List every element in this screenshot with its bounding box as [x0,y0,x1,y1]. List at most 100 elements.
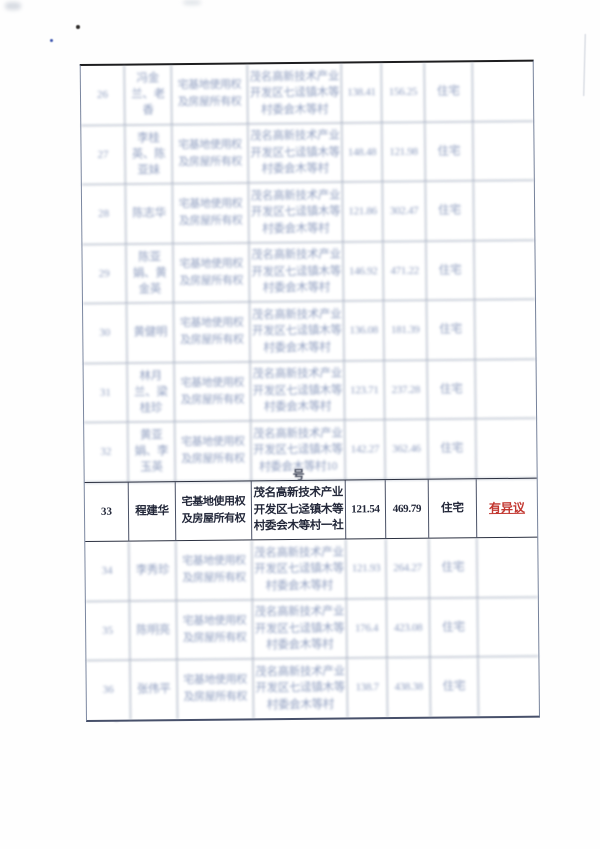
cell-row-number: 36 [86,660,131,720]
cell-location: 茂名高新技术产业开发区七迳镇木等村委会木等村 [252,539,347,599]
cell-holder-name: 黄健明 [126,303,175,363]
cell-land-area: 146.92 [343,241,384,301]
cell-building-area: 302.47 [382,181,427,241]
cell-building-area: 469.79 [385,479,430,539]
cell-holder-name: 冯金兰、老香 [124,65,173,125]
cell-rights-type: 宅基地使用权及房屋所有权 [177,659,254,719]
table-row: 34 李秀珍 宅基地使用权及房屋所有权 茂名高新技术产业开发区七迳镇木等村委会木… [85,537,538,602]
paper-edge-line [583,33,586,97]
cell-row-number: 35 [85,601,131,660]
cell-objection: 有异议 [477,478,538,537]
objection-label: 有异议 [488,500,526,515]
cell-holder-name: 陈明亮 [129,600,178,660]
cell-row-number: 30 [82,303,128,363]
cell-location: 茂名高新技术产业开发区七迳镇木等村委会木等村 [250,361,346,421]
cell-objection [475,300,536,359]
ink-speck-blue [50,39,53,42]
cell-holder-name: 李秀珍 [129,541,177,601]
cell-rights-type: 宅基地使用权及房屋所有权 [176,540,253,600]
cell-objection [473,121,534,180]
cell-building-area: 264.27 [386,538,430,598]
cell-building-area: 181.39 [383,300,428,360]
cell-building-area: 423.08 [386,598,431,658]
cell-usage: 住宅 [425,121,474,181]
cell-usage: 住宅 [429,538,478,598]
cell-objection [478,657,539,716]
cell-usage: 住宅 [428,419,477,479]
table-row: 26 冯金兰、老香 宅基地使用权及房屋所有权 茂名高新技术产业开发区七迳镇木等村… [80,61,534,126]
cell-holder-name: 程建华 [128,481,177,541]
cell-location: 茂名高新技术产业开发区七迳镇木等村委会木等村 [247,63,343,123]
cell-usage: 住宅 [430,657,479,717]
cell-rights-type: 宅基地使用权及房屋所有权 [176,599,254,660]
cell-row-number: 27 [81,125,126,185]
ink-speck-dark [76,25,80,29]
paper-smudge-top [183,0,201,5]
cell-holder-name: 陈亚娟、黄金英 [126,243,174,303]
cell-building-area: 362.46 [385,419,429,479]
cell-usage: 住宅 [429,597,479,657]
cell-rights-type: 宅基地使用权及房屋所有权 [172,123,249,184]
cell-land-area: 142.27 [345,420,386,479]
cell-location: 茂名高新技术产业开发区七迳镇木等村委会木等村 [252,598,348,659]
cell-holder-name: 黄亚娟、李玉英 [128,422,176,482]
cell-usage: 住宅 [425,181,475,241]
table-row: 27 李桂英、陈亚妹 宅基地使用权及房屋所有权 茂名高新技术产业开发区七迳镇木等… [81,121,534,186]
cell-usage: 住宅 [427,359,477,419]
cell-building-area: 438.38 [387,657,431,717]
cell-rights-type: 宅基地使用权及房屋所有权 [174,361,252,422]
cell-row-number: 32 [84,422,129,482]
cell-rights-type: 宅基地使用权及房屋所有权 [175,480,253,541]
cell-building-area: 156.25 [381,62,426,122]
cell-location: 茂名高新技术产业开发区七迳镇木等村委会木等村 [249,301,345,361]
cell-rights-type: 宅基地使用权及房屋所有权 [173,242,250,303]
cell-land-area: 121.86 [342,182,384,242]
table-row: 33 程建华 宅基地使用权及房屋所有权 茂名高新技术产业开发区七迳镇木等村委会木… [84,477,538,542]
cell-location: 茂名高新技术产业开发区七迳镇木等村委会木等村 [249,242,344,302]
cell-row-number: 33 [84,482,130,541]
cell-holder-name: 张伟平 [130,660,178,720]
cell-usage: 住宅 [426,300,476,360]
table-row: 31 林月兰、梁桂珍 宅基地使用权及房屋所有权 茂名高新技术产业开发区七迳镇木等… [83,359,537,424]
paper-smudge-corner [5,2,21,10]
cell-usage: 住宅 [426,240,475,300]
cell-objection [474,181,535,240]
cell-holder-name: 林月兰、梁桂珍 [127,362,176,422]
cell-location: 茂名高新技术产业开发区七迳镇木等村委会木等村 [253,658,348,718]
cell-land-area: 138.7 [347,658,388,717]
cell-objection [476,419,537,478]
cell-location: 茂名高新技术产业开发区七迳镇木等村委会木等村 [248,182,344,242]
cell-land-area: 121.54 [345,479,387,539]
cell-row-number: 31 [83,363,129,423]
cell-objection [478,597,539,656]
cell-rights-type: 宅基地使用权及房屋所有权 [171,64,249,124]
cell-row-number: 29 [82,244,127,304]
table-row: 35 陈明亮 宅基地使用权及房屋所有权 茂名高新技术产业开发区七迳镇木等村委会木… [85,597,539,661]
cell-usage: 住宅 [424,62,474,122]
cell-row-number: 26 [80,65,126,125]
address-overflow-char: 号 [292,467,305,483]
cell-rights-type: 宅基地使用权及房屋所有权 [173,302,251,362]
table-row: 36 张伟平 宅基地使用权及房屋所有权 茂名高新技术产业开发区七迳镇木等村委会木… [86,657,539,720]
table-row: 29 陈亚娟、黄金英 宅基地使用权及房屋所有权 茂名高新技术产业开发区七迳镇木等… [82,240,535,305]
cell-row-number: 34 [85,541,130,601]
cell-location: 茂名高新技术产业开发区七迳镇木等村委会木等村一社 [251,479,347,540]
cell-land-area: 138.41 [341,63,383,123]
cell-land-area: 176.4 [346,598,388,658]
cell-building-area: 237.28 [384,360,429,420]
cell-rights-type: 宅基地使用权及房屋所有权 [172,183,250,243]
cell-rights-type: 宅基地使用权及房屋所有权 [175,421,252,481]
cell-objection [476,359,537,418]
cell-land-area: 123.71 [344,360,386,420]
table-row: 30 黄健明 宅基地使用权及房屋所有权 茂名高新技术产业开发区七迳镇木等村委会木… [82,299,536,364]
cell-holder-name: 陈志华 [125,184,174,244]
cell-building-area: 471.22 [383,241,427,301]
cell-objection [474,240,535,299]
registration-table: 号 26 冯金兰、老香 宅基地使用权及房屋所有权 茂名高新技术产业开发区七迳镇木… [79,59,540,722]
cell-land-area: 136.08 [343,301,385,361]
cell-land-area: 148.48 [342,122,383,182]
cell-holder-name: 李桂英、陈亚妹 [125,124,173,184]
cell-building-area: 121.98 [382,122,426,182]
cell-land-area: 121.93 [346,539,387,598]
